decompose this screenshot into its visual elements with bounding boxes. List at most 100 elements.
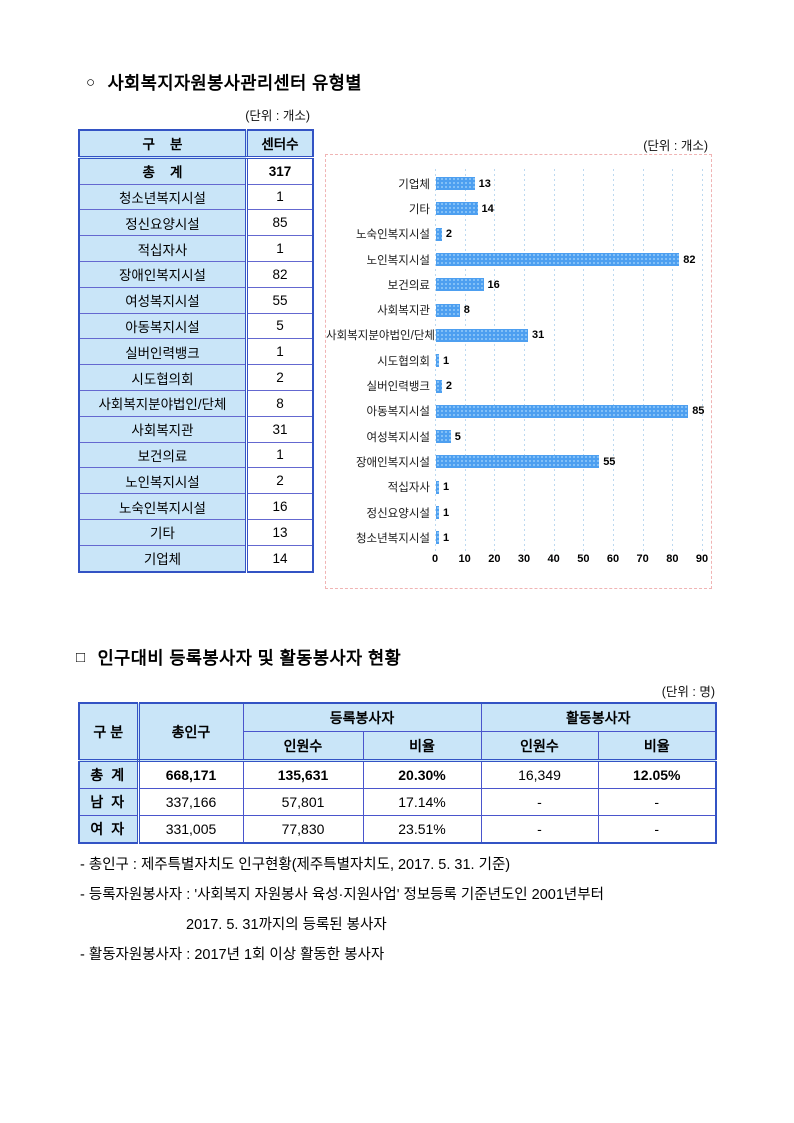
footnote-line: 2017. 5. 31까지의 등록된 봉사자 xyxy=(186,917,387,933)
value-cell: - xyxy=(597,815,717,844)
table-row: 여 자 331,005 77,830 23.51% - - xyxy=(78,815,717,844)
category-label: 여성복지시설 xyxy=(366,431,430,444)
count-cell: 14 xyxy=(244,544,313,573)
x-tick-label: 0 xyxy=(431,553,439,565)
category-label: 장애인복지시설 xyxy=(355,456,430,469)
chart-plot-area: 기업체 13 기타 14 노숙인복지시설 2 노인복지시설 82 보건의료 16 사회복지관 8 사회복… xyxy=(326,155,711,588)
category-cell: 장애인복지시설 xyxy=(79,260,247,288)
circle-bullet-icon: ○ xyxy=(86,74,96,91)
category-cell: 실버인력뱅크 xyxy=(79,338,247,366)
category-cell: 시도협의회 xyxy=(79,364,247,391)
chart-bar xyxy=(436,455,600,469)
chart-value-label: 31 xyxy=(532,329,545,342)
chart-rows: 기업체 13 기타 14 노숙인복지시설 2 노인복지시설 82 보건의료 16 사회복지관 8 사회복… xyxy=(326,171,711,550)
category-cell: 정신요양시설 xyxy=(79,209,247,237)
category-cell: 총 계 xyxy=(79,156,247,185)
table-row: 적십자사 1 xyxy=(79,235,313,262)
value-cell: 57,801 xyxy=(242,788,364,816)
chart-value-label: 1 xyxy=(443,481,450,494)
value-cell: 23.51% xyxy=(362,815,482,844)
chart-bar xyxy=(436,531,439,545)
chart-value-label: 1 xyxy=(443,531,450,544)
value-cell: 337,166 xyxy=(137,788,244,816)
category-label: 노인복지시설 xyxy=(366,254,430,267)
chart-row: 여성복지시설 5 xyxy=(326,424,711,449)
category-label: 적십자사 xyxy=(387,482,430,495)
column-header-act-count: 인원수 xyxy=(480,731,599,762)
category-cell: 청소년복지시설 xyxy=(79,183,247,211)
category-cell: 사회복지분야법인/단체 xyxy=(79,389,247,417)
bar-chart: 기업체 13 기타 14 노숙인복지시설 2 노인복지시설 82 보건의료 16 사회복지관 8 사회복… xyxy=(325,154,712,589)
category-cell: 노인복지시설 xyxy=(79,467,247,495)
column-group-registered-volunteers: 등록봉사자 xyxy=(242,702,482,732)
category-label: 시도협의회 xyxy=(377,355,430,368)
table-row: 정신요양시설 85 xyxy=(79,209,313,237)
count-cell: 1 xyxy=(244,235,313,262)
section1-title: ○ 사회복지자원봉사관리센터 유형별 xyxy=(86,70,362,95)
column-header-reg-count: 인원수 xyxy=(242,731,364,762)
category-cell: 여성복지시설 xyxy=(79,286,247,314)
column-header-category: 구 분 xyxy=(79,129,247,159)
chart-bar xyxy=(436,404,689,418)
x-tick-label: 50 xyxy=(577,553,590,565)
table-row: 아동복지시설 5 xyxy=(79,312,313,340)
footnote-line: - 등록자원봉사자 : '사회복지 자원봉사 육성·지원사업' 정보등록 기준년… xyxy=(80,887,604,903)
chart-row: 장애인복지시설 55 xyxy=(326,449,711,474)
table1-unit-label: (단위 : 개소) xyxy=(245,109,310,123)
category-cell: 보건의료 xyxy=(79,441,247,469)
table-row: 총 계 668,171 135,631 20.30% 16,349 12.05% xyxy=(78,760,717,789)
count-cell: 55 xyxy=(244,286,313,314)
chart-row: 사회복지분야법인/단체 31 xyxy=(326,323,711,348)
chart-row: 기타 14 xyxy=(326,196,711,221)
category-label: 기타 xyxy=(408,203,430,216)
category-label: 사회복지분야법인/단체 xyxy=(326,330,435,343)
count-cell: 82 xyxy=(244,260,313,288)
x-tick-label: 90 xyxy=(695,553,709,565)
table-row: 기타 13 xyxy=(79,518,313,546)
chart-value-label: 82 xyxy=(683,253,696,266)
gridline xyxy=(464,169,466,553)
x-tick-label: 70 xyxy=(636,553,649,565)
x-tick-label: 30 xyxy=(517,553,531,565)
column-header-total-population: 총인구 xyxy=(137,702,244,762)
chart-bar xyxy=(436,506,439,519)
chart-value-label: 2 xyxy=(445,228,453,241)
count-cell: 31 xyxy=(244,415,313,443)
table-row: 여성복지시설 55 xyxy=(79,286,313,314)
gridline xyxy=(702,169,703,553)
chart-row: 사회복지관 8 xyxy=(326,297,711,322)
chart-bar xyxy=(436,480,439,494)
gridline xyxy=(613,169,614,553)
table-row: 노인복지시설 2 xyxy=(79,467,313,495)
chart-bar xyxy=(436,177,475,191)
gridline xyxy=(524,169,525,553)
value-cell: 331,005 xyxy=(137,815,244,844)
value-cell: 668,171 xyxy=(137,760,244,789)
x-tick-label: 60 xyxy=(606,553,620,565)
table-header-row-groups: 구 분 총인구 등록봉사자 활동봉사자 xyxy=(78,702,717,762)
column-header-category: 구 분 xyxy=(78,702,140,762)
chart-row: 시도협의회 1 xyxy=(326,348,711,373)
category-cell: 적십자사 xyxy=(79,235,247,262)
category-label: 정신요양시설 xyxy=(366,507,430,520)
count-cell: 2 xyxy=(244,364,313,391)
chart-value-label: 85 xyxy=(692,405,705,418)
chart-value-label: 8 xyxy=(463,304,470,317)
table2-unit-label: (단위 : 명) xyxy=(661,685,715,699)
table-row: 사회복지관 31 xyxy=(79,415,313,443)
section2-title: □ 인구대비 등록봉사자 및 활동봉사자 현황 xyxy=(76,645,401,670)
chart-bar xyxy=(436,354,439,368)
table-row: 장애인복지시설 82 xyxy=(79,260,313,288)
chart-bar xyxy=(436,202,478,216)
category-label: 보건의료 xyxy=(387,279,430,292)
gridline xyxy=(435,169,436,553)
chart-row: 아동복지시설 85 xyxy=(326,399,711,424)
chart-row: 정신요양시설 1 xyxy=(326,500,711,525)
value-cell: - xyxy=(480,815,599,844)
category-label: 실버인력뱅크 xyxy=(366,381,430,394)
count-cell: 317 xyxy=(244,156,313,185)
chart-row: 실버인력뱅크 2 xyxy=(326,373,711,398)
chart-bar xyxy=(436,253,680,267)
count-cell: 2 xyxy=(244,467,313,495)
category-label: 기업체 xyxy=(398,178,430,191)
